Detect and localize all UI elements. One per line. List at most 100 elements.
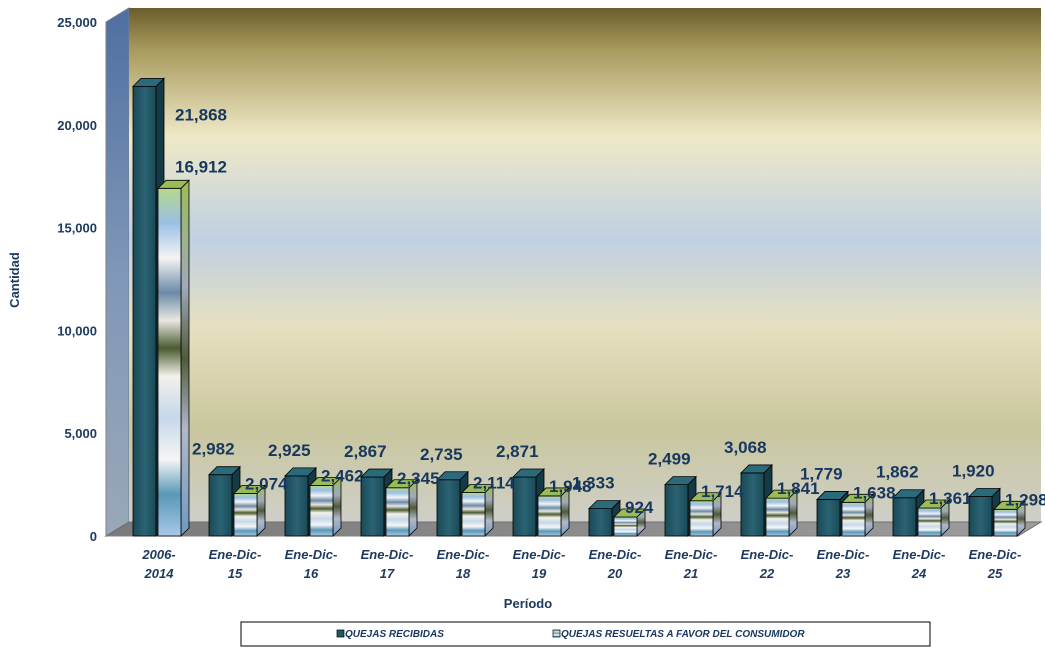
x-tick-label: Ene-Dic- [437, 547, 490, 562]
data-label-quejas-recibidas: 2,499 [648, 450, 691, 469]
x-tick-label: Ene-Dic- [589, 547, 642, 562]
bar-quejas-resueltas-side [332, 476, 342, 537]
x-tick-label: Ene-Dic- [741, 547, 794, 562]
data-label-quejas-resueltas: 1,714 [701, 482, 744, 501]
bar-quejas-recibidas-front [816, 499, 841, 537]
bar-quejas-resueltas-top [765, 489, 798, 499]
bar-quejas-resueltas [613, 508, 646, 537]
x-tick-label: Ene-Dic- [209, 547, 262, 562]
x-tick-label: 18 [456, 566, 471, 581]
bar-quejas-recibidas-top [740, 464, 773, 474]
y-tick-label: 0 [90, 529, 97, 544]
bar-quejas-recibidas-front [664, 484, 689, 537]
bar-quejas-resueltas-front [841, 501, 866, 537]
bar-quejas-recibidas-front [512, 476, 537, 537]
bar-quejas-resueltas-top [917, 499, 950, 509]
data-label-quejas-recibidas: 1,920 [952, 462, 995, 481]
legend-swatch-quejas-resueltas [552, 629, 561, 638]
bar-quejas-resueltas-top [385, 479, 418, 489]
bar-quejas-recibidas-top [968, 488, 1001, 497]
bar-quejas-resueltas [157, 179, 190, 537]
bar-quejas-resueltas [917, 499, 950, 537]
data-label-quejas-recibidas: 2,867 [344, 442, 387, 461]
bar-quejas-resueltas-top [157, 179, 190, 189]
data-label-quejas-recibidas: 2,735 [420, 445, 463, 464]
bar-quejas-resueltas-front [917, 507, 942, 537]
bar-quejas-resueltas-top [233, 484, 266, 494]
bar-quejas-resueltas [309, 476, 342, 537]
data-label-quejas-recibidas: 1,779 [800, 464, 843, 483]
data-label-quejas-resueltas: 1,361 [929, 489, 972, 508]
bar-quejas-resueltas-top [309, 476, 342, 486]
data-label-quejas-recibidas: 21,868 [175, 105, 227, 124]
bar-quejas-resueltas-side [408, 478, 418, 537]
data-label-quejas-resueltas: 1,298 [1005, 490, 1045, 509]
y-axis-title: Cantidad [7, 252, 22, 308]
x-tick-label: Ene-Dic- [285, 547, 338, 562]
x-tick-label: 2006- [141, 547, 175, 562]
x-tick-label: 16 [304, 566, 319, 581]
data-label-quejas-resueltas: 1,638 [853, 483, 896, 502]
bar-quejas-resueltas-top [461, 484, 494, 493]
bar-quejas-resueltas [385, 478, 418, 537]
y-tick-label: 25,000 [57, 15, 97, 30]
data-labels: 21,868 16,912 2,982 2,074 2,925 2,462 2,867 2,3… [175, 105, 1045, 517]
y-tick-label: 20,000 [57, 118, 97, 133]
x-tick-label: 15 [228, 566, 243, 581]
x-tick-label: Ene-Dic- [513, 547, 566, 562]
data-label-quejas-resueltas: 2,074 [245, 474, 288, 493]
y-tick-label: 10,000 [57, 323, 97, 338]
x-tick-label: Ene-Dic- [665, 547, 718, 562]
data-label-quejas-resueltas: 1,841 [777, 479, 820, 498]
x-tick-label: Ene-Dic- [361, 547, 414, 562]
bar-quejas-resueltas [765, 489, 798, 537]
bar-quejas-recibidas-front [588, 508, 613, 537]
bar-quejas-recibidas-front [132, 85, 157, 537]
x-tick-label: 22 [759, 566, 775, 581]
bar-quejas-resueltas-top [993, 500, 1026, 510]
bar-quejas-resueltas-front [309, 484, 334, 537]
bar-quejas-recibidas-front [892, 497, 917, 537]
bar-quejas-recibidas-front [208, 474, 233, 537]
x-tick-label: 25 [987, 566, 1003, 581]
bar-quejas-resueltas-front [613, 516, 638, 537]
bar-quejas-recibidas-top [892, 489, 925, 499]
bar-quejas-resueltas-front [765, 497, 790, 537]
bar-quejas-resueltas-front [461, 492, 486, 537]
x-tick-label: Ene-Dic- [817, 547, 870, 562]
bar-quejas-recibidas-top [284, 467, 317, 477]
bar-quejas-recibidas-top [360, 468, 393, 478]
bar-quejas-resueltas [233, 484, 266, 537]
bar-quejas-resueltas-front [689, 500, 714, 537]
x-tick-label: 17 [380, 566, 395, 581]
x-tick-label: Ene-Dic- [893, 547, 946, 562]
bar-quejas-resueltas [461, 483, 494, 537]
bar-quejas-resueltas-front [537, 495, 562, 537]
bar-quejas-resueltas-top [537, 487, 570, 497]
y-tick-label: 5,000 [64, 426, 97, 441]
chart-side-wall [105, 7, 130, 537]
data-label-quejas-recibidas: 2,925 [268, 441, 311, 460]
bar-quejas-resueltas-top [613, 508, 646, 518]
legend-swatch-quejas-recibidas [336, 629, 345, 638]
plot-back-wall [129, 8, 1041, 522]
bar-quejas-recibidas-front [968, 496, 993, 537]
x-tick-label: 21 [683, 566, 698, 581]
legend-box [240, 621, 931, 647]
legend-label-quejas-recibidas: QUEJAS RECIBIDAS [345, 629, 444, 640]
bars [132, 77, 1026, 537]
bar-quejas-resueltas-front [993, 508, 1018, 537]
bar-quejas-recibidas-front [436, 479, 461, 537]
data-label-quejas-recibidas: 3,068 [724, 438, 767, 457]
bar-quejas-resueltas-top [689, 492, 722, 502]
bar-quejas-resueltas-front [233, 492, 258, 537]
bar-quejas-recibidas-front [360, 476, 385, 537]
bar-quejas-resueltas-side [180, 179, 190, 537]
data-label-quejas-resueltas: 2,114 [473, 474, 515, 493]
bar-quejas-resueltas [537, 486, 570, 537]
x-tick-label: 24 [911, 566, 927, 581]
bar-quejas-recibidas-front [740, 472, 765, 537]
x-tick-label: 20 [607, 566, 623, 581]
bar-quejas-recibidas-front [284, 475, 309, 537]
y-axis-ticks: 0 5,000 10,000 15,000 20,000 25,000 [57, 15, 97, 544]
